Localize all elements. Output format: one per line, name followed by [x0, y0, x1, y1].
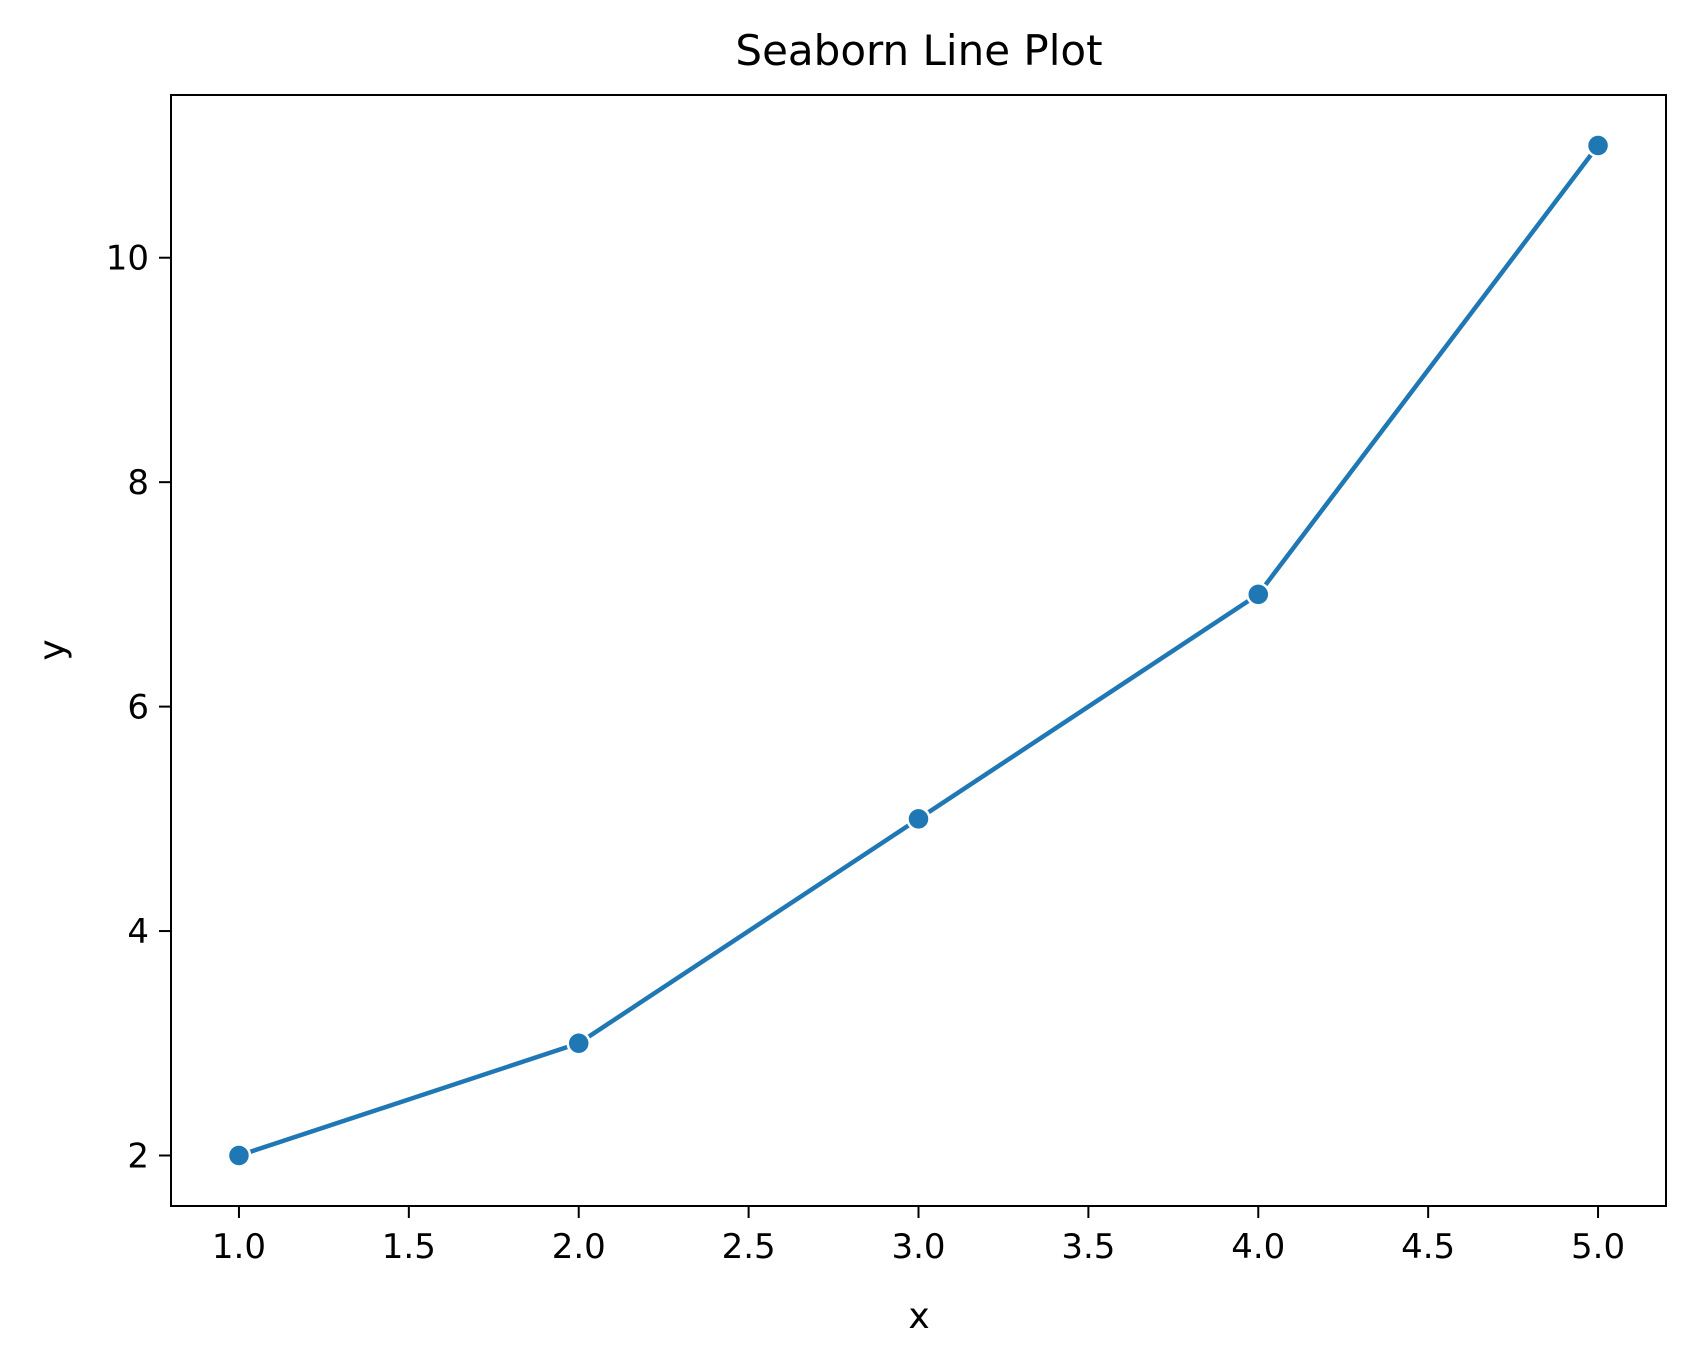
x-tick-label: 3.5 [1061, 1227, 1115, 1267]
x-axis-label: x [908, 1296, 929, 1337]
data-point [226, 1143, 252, 1168]
y-tick-label: 10 [106, 239, 149, 279]
x-tick-label: 2.0 [552, 1227, 606, 1267]
x-tick-label: 4.0 [1231, 1227, 1285, 1267]
x-tick-label: 1.5 [382, 1227, 436, 1267]
x-tick-label: 5.0 [1571, 1227, 1625, 1267]
y-tick-label: 4 [127, 912, 149, 952]
y-axis-label: y [32, 639, 73, 660]
y-tick-label: 8 [127, 463, 149, 503]
x-axis-ticks: 1.0 1.5 2.0 2.5 3.0 3.5 4.0 4.5 5.0 [212, 1206, 1625, 1267]
data-point [906, 806, 931, 832]
data-point [566, 1031, 591, 1056]
y-axis-ticks: 2 4 6 8 10 [106, 239, 171, 1177]
data-point [1246, 582, 1271, 607]
y-tick-label: 6 [127, 688, 149, 728]
series-layer [226, 133, 1611, 1168]
x-tick-label: 4.5 [1401, 1227, 1455, 1267]
chart-title: Seaborn Line Plot [735, 26, 1102, 75]
data-point [1585, 133, 1611, 158]
plot-frame [170, 94, 1667, 1207]
y-tick-label: 2 [127, 1137, 149, 1177]
x-tick-label: 3.0 [891, 1227, 945, 1267]
x-tick-label: 1.0 [212, 1227, 266, 1267]
x-tick-label: 2.5 [722, 1227, 776, 1267]
